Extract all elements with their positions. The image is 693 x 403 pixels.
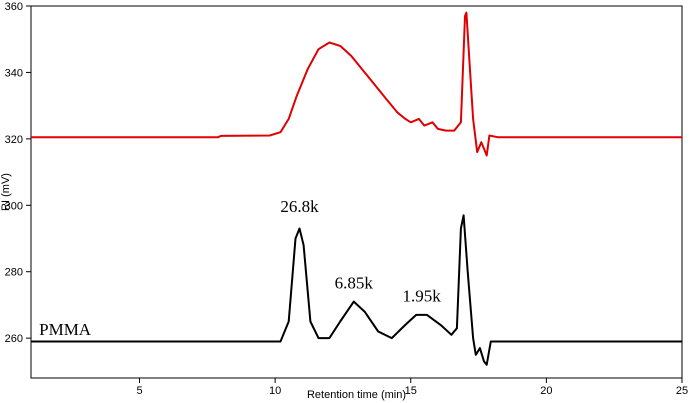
annotation-label: 6.85k — [335, 273, 374, 292]
y-tick-label: 340 — [5, 67, 23, 79]
x-tick-label: 5 — [136, 385, 142, 397]
y-tick-label: 320 — [5, 134, 23, 146]
series-line-2 — [31, 214, 682, 366]
x-tick-label: 25 — [676, 385, 688, 397]
y-tick-label: 280 — [5, 267, 23, 279]
annotation-label: 26.8k — [280, 197, 319, 216]
y-axis-label: RI (mV) — [0, 173, 12, 211]
annotations: 26.8k 6.85k 1.95k PMMA — [39, 197, 441, 339]
x-tick-label: 20 — [540, 385, 552, 397]
y-tick-label: 360 — [5, 1, 23, 13]
series-layer — [31, 11, 682, 366]
series-line-1 — [31, 11, 682, 157]
annotation-label: PMMA — [39, 320, 92, 339]
x-tick-label: 15 — [405, 385, 417, 397]
x-tick-label: 10 — [269, 385, 281, 397]
annotation-label: 1.95k — [402, 287, 441, 306]
x-axis-label: Retention time (min) — [307, 389, 406, 401]
y-tick-label: 300 — [5, 200, 23, 212]
plot-frame — [30, 5, 683, 379]
y-tick-label: 260 — [5, 333, 23, 345]
axes: 5 10 15 20 25 260 280 300 320 340 360 — [5, 1, 688, 397]
